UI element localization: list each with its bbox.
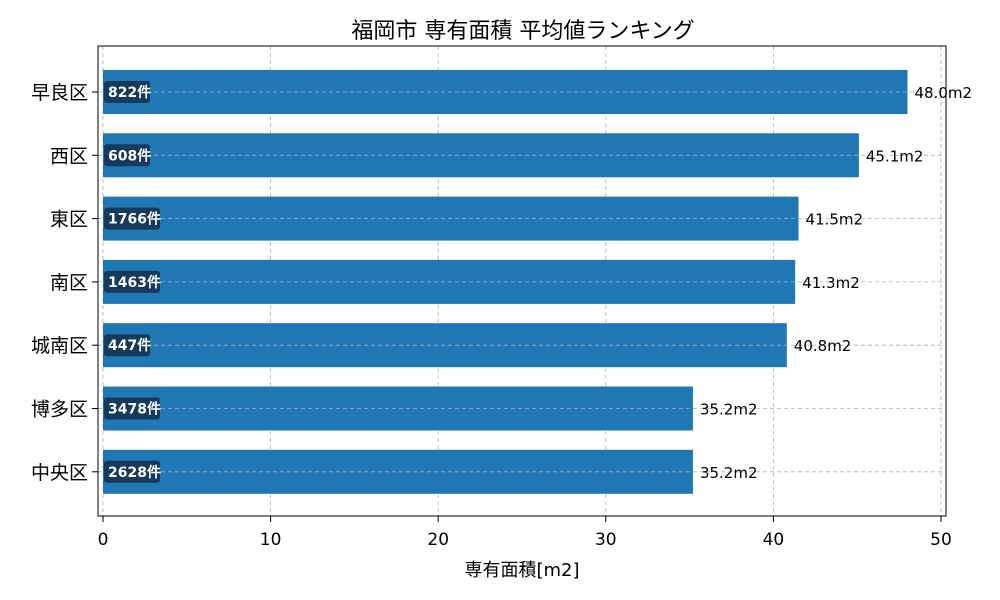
y-tick-label: 博多区: [31, 399, 88, 421]
x-axis-label: 専有面積[m2]: [464, 560, 579, 581]
x-tick-label: 10: [260, 530, 282, 550]
value-label: 35.2m2: [700, 401, 758, 419]
y-tick-label: 中央区: [31, 462, 88, 484]
count-badge: [104, 270, 160, 293]
bar: [103, 386, 693, 431]
count-badge: [104, 460, 160, 483]
value-label: 45.1m2: [866, 147, 924, 165]
bar: [103, 133, 859, 178]
x-tick-label: 40: [763, 530, 785, 550]
count-label: 608件: [108, 147, 151, 164]
count-label: 3478件: [108, 401, 161, 418]
x-axis-ticks: 0 10 20 30 40 50: [98, 516, 952, 550]
value-label: 41.3m2: [802, 274, 860, 292]
y-tick-label: 西区: [50, 145, 88, 167]
x-tick-label: 20: [427, 530, 449, 550]
value-label: 48.0m2: [914, 84, 972, 102]
x-tick-label: 30: [595, 530, 617, 550]
x-tick-label: 0: [98, 530, 109, 550]
x-tick-label: 50: [930, 530, 952, 550]
chart-title: 福岡市 専有面積 平均値ランキング: [351, 19, 694, 44]
y-tick-label: 南区: [50, 272, 88, 294]
y-tick-label: 城南区: [31, 335, 88, 357]
count-badge: [104, 81, 150, 103]
count-badge: [104, 334, 150, 357]
count-badge: [104, 144, 150, 167]
value-label: 41.5m2: [806, 211, 864, 229]
plot-frame: [97, 45, 947, 517]
y-tick-label: 早良区: [31, 82, 88, 104]
value-label: 40.8m2: [794, 337, 852, 355]
bar: [103, 449, 693, 494]
count-label: 447件: [108, 337, 151, 354]
value-label: 35.2m2: [700, 464, 758, 482]
y-tick-label: 東区: [50, 209, 88, 231]
count-label: 1463件: [108, 274, 161, 291]
count-label: 1766件: [108, 211, 161, 228]
count-label: 2628件: [108, 464, 161, 481]
count-badge: [104, 397, 160, 420]
bars: 822件 48.0m2 608件 45.1m2 1766件 41.5m2 1463件 41.3…: [98, 70, 972, 494]
count-badge: [104, 207, 160, 230]
count-label: 822件: [108, 84, 151, 101]
